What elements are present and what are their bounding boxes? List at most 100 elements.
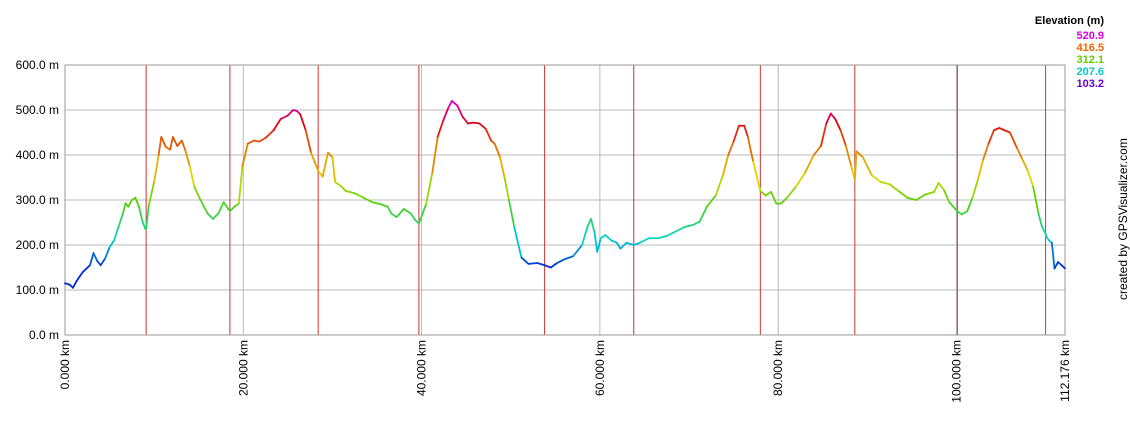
elevation-segment xyxy=(599,234,607,240)
legend-entry: 312.1 xyxy=(1076,54,1104,66)
x-tick-label: 80.000 km xyxy=(771,340,785,396)
elevation-segment xyxy=(104,246,111,260)
elevation-segment xyxy=(513,226,523,259)
elevation-segment xyxy=(138,205,144,223)
elevation-segment xyxy=(75,271,84,282)
x-axis-ticks: 0.000 km 20.000 km 40.000 km 60.000 km 80.00… xyxy=(58,340,1072,403)
elevation-segment xyxy=(442,106,450,123)
elevation-segment xyxy=(692,220,701,226)
y-axis-ticks: 0.0 m 100.0 m 200.0 m 300.0 m 400.0 m 500.0 m… xyxy=(16,58,59,342)
elevation-segment xyxy=(1003,129,1011,134)
elevation-segment xyxy=(141,220,147,230)
elevation-segment xyxy=(855,150,864,159)
elevation-segment xyxy=(543,264,552,269)
elevation-segment xyxy=(81,264,91,273)
elevation-segment xyxy=(812,145,822,156)
elevation-segment xyxy=(299,113,307,132)
elevation-segment xyxy=(493,142,501,159)
elevation-segment xyxy=(1041,226,1047,235)
elevation-segment xyxy=(639,237,650,244)
elevation-segment xyxy=(447,100,453,109)
elevation-segment xyxy=(870,174,882,183)
elevation-segment xyxy=(390,212,398,219)
elevation-segment xyxy=(683,223,695,228)
legend-entry: 520.9 xyxy=(1076,30,1104,42)
elevation-segment xyxy=(92,252,98,262)
elevation-segment xyxy=(982,142,990,161)
x-tick-label: 0.000 km xyxy=(58,340,72,389)
elevation-segment xyxy=(572,244,583,258)
elevation-segment xyxy=(127,199,133,208)
elevation-segment xyxy=(665,230,677,237)
elevation-segment xyxy=(933,181,940,193)
elevation-segment xyxy=(861,156,873,177)
elevation-segment xyxy=(698,205,708,223)
elevation-segment xyxy=(117,212,124,228)
elevation-segment xyxy=(456,104,464,118)
elevation-segment xyxy=(253,139,261,143)
elevation-segment xyxy=(436,120,444,138)
elevation-segment xyxy=(508,199,516,228)
y-tick-label: 100.0 m xyxy=(16,283,59,297)
elevation-segment xyxy=(472,121,481,125)
elevation-segment xyxy=(157,136,163,156)
elevation-segment xyxy=(888,183,900,192)
elevation-segment xyxy=(943,189,951,204)
elevation-segment xyxy=(188,165,196,188)
elevation-segment xyxy=(1060,264,1066,270)
elevation-segment xyxy=(897,190,909,199)
elevation-segment xyxy=(960,210,969,216)
elevation-segment xyxy=(331,156,337,183)
elevation-segment xyxy=(976,158,985,181)
elevation-segment xyxy=(527,262,539,265)
elevation-segment xyxy=(839,129,847,147)
elevation-segment xyxy=(520,256,530,265)
elevation-segment xyxy=(169,136,174,151)
elevation-segment xyxy=(184,149,191,168)
elevation-segment xyxy=(145,204,150,230)
legend-entry: 103.2 xyxy=(1076,78,1104,90)
elevation-segment xyxy=(96,259,102,267)
elevation-segment xyxy=(987,129,995,145)
y-tick-label: 500.0 m xyxy=(16,103,59,117)
elevation-segment xyxy=(153,154,160,183)
elevation-segment xyxy=(615,241,622,250)
elevation-segment xyxy=(1037,212,1043,228)
elevation-segment xyxy=(610,239,618,244)
plot-area-frame xyxy=(64,64,1066,336)
elevation-segment xyxy=(632,241,641,246)
elevation-segment xyxy=(327,151,334,159)
elevation-segment xyxy=(212,212,220,220)
elevation-segment xyxy=(825,112,832,125)
y-tick-label: 300.0 m xyxy=(16,193,59,207)
elevation-segment xyxy=(786,185,797,199)
legend-title: Elevation (m) xyxy=(1035,15,1104,27)
elevation-segment xyxy=(425,172,434,206)
legend-entry: 207.6 xyxy=(1076,66,1104,78)
elevation-segment xyxy=(340,185,347,192)
elevation-segment xyxy=(286,109,295,117)
elevation-segment xyxy=(549,262,558,269)
x-tick-label: 112.176 km xyxy=(1058,340,1072,402)
elevation-segment xyxy=(99,257,107,267)
elevation-segment xyxy=(937,181,945,192)
elevation-segment xyxy=(804,154,815,174)
legend-entry: 416.5 xyxy=(1076,42,1104,54)
elevation-segment xyxy=(310,151,320,172)
elevation-segment xyxy=(258,136,267,143)
elevation-segment xyxy=(279,114,289,120)
elevation-segment xyxy=(721,154,730,177)
elevation-segment xyxy=(321,151,329,178)
elevation-segment xyxy=(344,190,356,195)
elevation-segment xyxy=(764,190,772,197)
elevation-segment xyxy=(402,208,412,215)
elevation-segment xyxy=(108,239,115,249)
elevation-segment xyxy=(217,201,225,215)
elevation-segment xyxy=(829,112,837,120)
elevation-segment xyxy=(656,235,668,240)
y-tick-label: 0.0 m xyxy=(29,328,59,342)
elevation-segment xyxy=(625,241,635,246)
elevation-segment xyxy=(241,142,249,168)
elevation-segment xyxy=(779,196,788,205)
